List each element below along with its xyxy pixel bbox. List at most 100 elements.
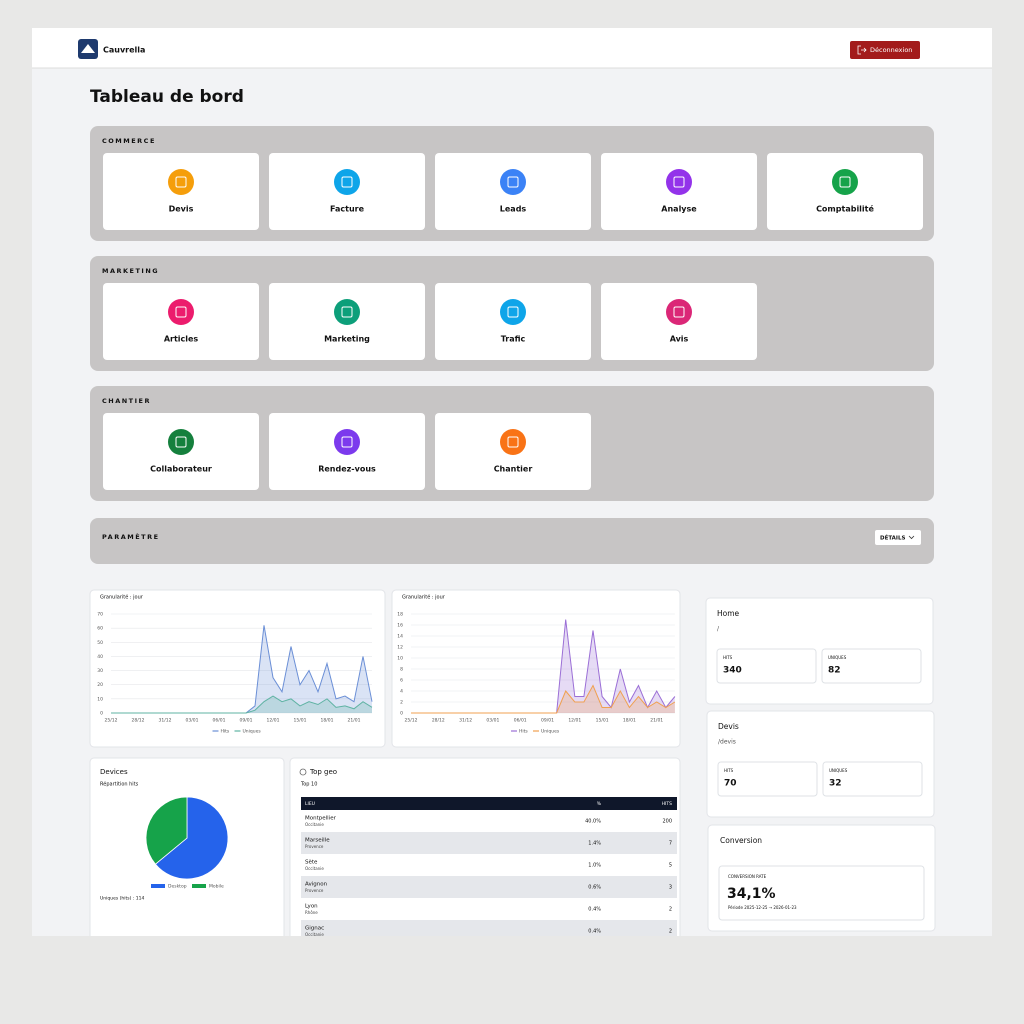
tile-icon xyxy=(334,429,360,455)
y-tick-label: 0 xyxy=(400,711,403,717)
card-title: Conversion xyxy=(720,836,762,845)
granularity: Granularité : jour xyxy=(402,594,446,601)
city: Avignon xyxy=(305,882,328,888)
percent: 40.0% xyxy=(585,819,601,825)
hits: 7 xyxy=(669,841,672,847)
section-title: CHANTIER xyxy=(102,397,151,405)
tile-icon-glyph xyxy=(175,306,187,318)
chevron xyxy=(908,535,915,540)
logout-button[interactable] xyxy=(850,41,920,59)
tile-label[interactable]: Devis xyxy=(169,205,194,214)
y-tick-label: 10 xyxy=(397,656,403,662)
tile-icon-glyph xyxy=(175,176,187,188)
tile-label[interactable]: Trafic xyxy=(501,335,526,344)
tile-icon-glyph xyxy=(839,176,851,188)
tile-label[interactable]: Rendez-vous xyxy=(318,465,376,474)
tile-icon xyxy=(168,429,194,455)
legend-label: Uniques xyxy=(243,729,262,735)
tile-label[interactable]: Marketing xyxy=(324,335,370,344)
card-title: Top geo xyxy=(309,768,337,776)
conversion-period: Période 2025-12-25 → 2026-01-23 xyxy=(728,905,797,910)
hits: 5 xyxy=(669,863,672,869)
stat-box xyxy=(821,648,922,684)
tile-icon xyxy=(666,299,692,325)
region: Provence xyxy=(305,844,324,849)
legend-label: Desktop xyxy=(168,884,187,890)
card-subtitle: Top 10 xyxy=(300,782,317,788)
tile-label[interactable]: Leads xyxy=(500,205,527,214)
x-tick-label: 21/01 xyxy=(650,718,663,724)
section-title: MARKETING xyxy=(102,267,159,275)
tile-icon-glyph xyxy=(507,306,519,318)
percent: 0.6% xyxy=(588,885,601,891)
stat-box xyxy=(716,648,817,684)
y-tick-label: 6 xyxy=(400,678,403,684)
details-button[interactable] xyxy=(875,530,921,545)
region: Occitanie xyxy=(305,822,324,827)
city: Montpellier xyxy=(305,816,337,822)
x-tick-label: 09/01 xyxy=(240,718,253,724)
page-title: Tableau de bord xyxy=(90,87,244,107)
card-title: Devis xyxy=(718,722,739,731)
tile-icon-glyph xyxy=(341,176,353,188)
tile-icon xyxy=(500,169,526,195)
chart-card xyxy=(89,589,386,748)
table-header xyxy=(301,797,677,810)
table-row xyxy=(301,876,677,898)
line xyxy=(111,695,373,714)
backdrop xyxy=(0,936,1024,1024)
y-tick-label: 8 xyxy=(400,667,403,673)
details-label[interactable]: DÉTAILS xyxy=(880,534,905,542)
stat-label: HITS xyxy=(723,655,733,660)
stat-label: UNIQUES xyxy=(828,655,847,660)
tile-label[interactable]: Articles xyxy=(164,335,199,344)
legend-label: Mobile xyxy=(209,884,224,890)
tile-icon-glyph xyxy=(175,436,187,448)
tile-icon-glyph xyxy=(341,306,353,318)
table-row xyxy=(301,832,677,854)
y-tick-label: 14 xyxy=(397,634,403,640)
region: Occitanie xyxy=(305,866,324,871)
stat-box xyxy=(718,865,925,921)
column-header: LIEU xyxy=(305,801,315,807)
tile-icon-glyph xyxy=(673,176,685,188)
geo-icon xyxy=(299,768,307,776)
y-tick-label: 16 xyxy=(397,623,403,629)
stat-label: HITS xyxy=(724,768,734,773)
section-title: PARAMÈTRE xyxy=(102,532,160,541)
x-tick-label: 09/01 xyxy=(541,718,554,724)
tile-label[interactable]: Facture xyxy=(330,205,365,214)
city: Lyon xyxy=(305,904,318,910)
tile-label[interactable]: Analyse xyxy=(661,205,697,214)
card-title: Home xyxy=(717,609,740,618)
tile-icon-glyph xyxy=(673,306,685,318)
y-tick-label: 4 xyxy=(400,689,403,695)
x-tick-label: 28/12 xyxy=(432,718,445,724)
legend-label: Hits xyxy=(519,729,528,735)
y-tick-label: 40 xyxy=(97,654,103,660)
y-tick-label: 12 xyxy=(397,645,403,651)
column-header: HITS xyxy=(662,801,672,807)
percent: 1.0% xyxy=(588,863,601,869)
tile-icon xyxy=(334,169,360,195)
logout-icon xyxy=(857,45,867,55)
tile-icon xyxy=(168,169,194,195)
pie-slice xyxy=(154,796,229,880)
line xyxy=(411,684,676,714)
devices-footer: Uniques (hits) : 114 xyxy=(100,896,144,902)
hits: 200 xyxy=(662,819,672,825)
x-tick-label: 18/01 xyxy=(321,718,334,724)
x-tick-label: 06/01 xyxy=(514,718,527,724)
logo-mark xyxy=(81,44,95,53)
tile-label[interactable]: Comptabilité xyxy=(816,204,874,214)
logout-label[interactable]: Déconnexion xyxy=(870,46,912,54)
tile-label[interactable]: Chantier xyxy=(494,465,533,474)
hits: 2 xyxy=(669,907,672,913)
x-tick-label: 03/01 xyxy=(186,718,199,724)
pie-slice xyxy=(145,796,188,865)
table-row xyxy=(301,810,677,832)
granularity: Granularité : jour xyxy=(100,594,144,601)
tile-label[interactable]: Avis xyxy=(670,335,689,344)
tile-label[interactable]: Collaborateur xyxy=(150,465,212,474)
